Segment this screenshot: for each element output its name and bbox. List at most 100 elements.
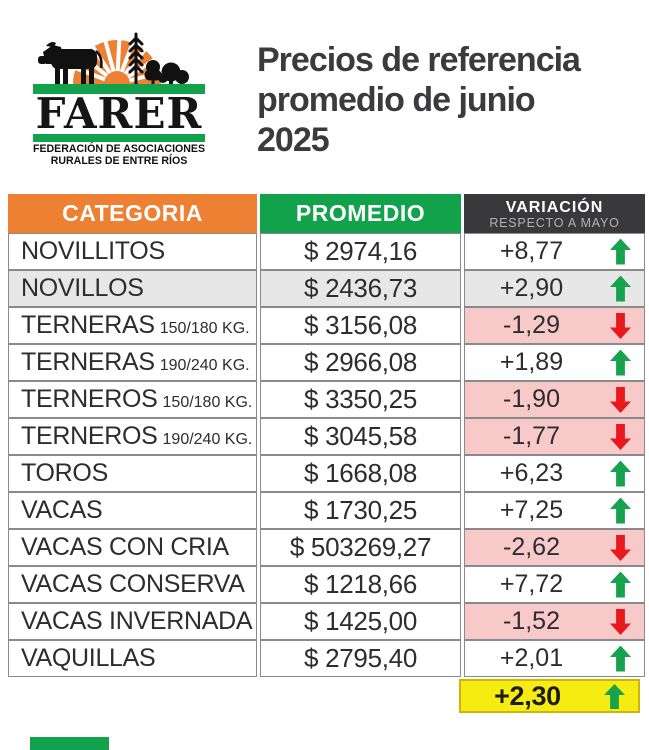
column-header-variacion: VARIACIÓN RESPECTO A MAYO	[464, 194, 645, 233]
price-cell: $ 3045,58	[260, 418, 461, 455]
sun-core-icon	[104, 71, 130, 84]
price-cell: $ 1668,08	[260, 455, 461, 492]
variation-cell: +7,72	[464, 566, 645, 603]
variation-value: +7,25	[499, 496, 564, 524]
variation-value: -1,90	[503, 385, 560, 413]
variacion-header-label: VARIACIÓN	[505, 198, 604, 216]
logo-green-bar-top	[33, 84, 205, 94]
variation-cell: +6,23	[464, 455, 645, 492]
wheat-icon	[128, 32, 144, 86]
page-title-line3: 2025	[257, 121, 330, 160]
logo-green-bar-bottom	[33, 134, 205, 142]
category-weight-label: 150/180 KG.	[159, 320, 250, 337]
logo-subtitle-line1: FEDERACIÓN DE ASOCIACIONES	[33, 142, 205, 155]
table-row: TERNERAS 190/240 KG. $ 2966,08 +1,89	[8, 344, 645, 381]
variation-cell: +2,90	[464, 270, 645, 307]
variation-cell: -1,29	[464, 307, 645, 344]
category-cell: VAQUILLAS	[8, 640, 257, 677]
variation-value: -1,77	[503, 422, 560, 450]
variation-value: +1,89	[499, 348, 564, 376]
category-cell: TOROS	[8, 455, 257, 492]
categoria-header-label: CATEGORIA	[62, 200, 203, 226]
variation-cell: -1,77	[464, 418, 645, 455]
price-cell: $ 2436,73	[260, 270, 461, 307]
variation-cell: -1,90	[464, 381, 645, 418]
trend-arrow-icon	[604, 684, 625, 709]
category-cell: TERNERAS 150/180 KG.	[8, 307, 257, 344]
page-title-line2: promedio de junio	[257, 81, 536, 120]
variation-value: +2,01	[499, 644, 564, 672]
category-label: TERNEROS	[21, 422, 158, 450]
category-cell: TERNEROS 150/180 KG.	[8, 381, 257, 418]
price-cell: $ 3156,08	[260, 307, 461, 344]
table-row: VACAS $ 1730,25 +7,25	[8, 492, 645, 529]
category-cell: TERNEROS 190/240 KG.	[8, 418, 257, 455]
category-label: VACAS INVERNADA	[21, 607, 253, 635]
price-cell: $ 1425,00	[260, 603, 461, 640]
category-label: VAQUILLAS	[21, 644, 156, 672]
category-label: VACAS	[21, 496, 103, 524]
trend-arrow-icon	[610, 571, 631, 598]
category-label: VACAS CONSERVA	[21, 570, 245, 598]
promedio-header-label: PROMEDIO	[295, 200, 426, 226]
variation-value: +8,77	[499, 237, 564, 265]
category-cell: NOVILLITOS	[8, 233, 257, 270]
table-row: VAQUILLAS $ 2795,40 +2,01	[8, 640, 645, 677]
category-label: TERNERAS	[21, 311, 155, 339]
summary-variation-cell: +2,30	[459, 679, 640, 713]
price-table: CATEGORIA PROMEDIO VARIACIÓN RESPECTO A …	[5, 194, 649, 677]
trend-arrow-icon	[610, 238, 631, 265]
trend-arrow-icon	[610, 609, 631, 635]
table-row: VACAS CON CRIA $ 503269,27 -2,62	[8, 529, 645, 566]
table-row: TERNEROS 150/180 KG. $ 3350,25 -1,90	[8, 381, 645, 418]
price-table-grid: CATEGORIA PROMEDIO VARIACIÓN RESPECTO A …	[5, 194, 648, 677]
price-cell: $ 3350,25	[260, 381, 461, 418]
variation-value: +6,23	[499, 459, 564, 487]
variation-cell: -2,62	[464, 529, 645, 566]
category-cell: TERNERAS 190/240 KG.	[8, 344, 257, 381]
variation-value: +2,90	[499, 274, 564, 302]
category-label: VACAS CON CRIA	[21, 533, 229, 561]
category-weight-label: 150/180 KG.	[162, 394, 253, 411]
trend-arrow-icon	[610, 387, 631, 413]
cow-icon	[38, 42, 103, 84]
category-cell: VACAS INVERNADA	[8, 603, 257, 640]
farer-logo: FARER FEDERACIÓN DE ASOCIACIONES RURALES…	[33, 32, 205, 167]
table-row: VACAS INVERNADA $ 1425,00 -1,52	[8, 603, 645, 640]
category-cell: VACAS CON CRIA	[8, 529, 257, 566]
price-cell: $ 2974,16	[260, 233, 461, 270]
variation-value: +7,72	[499, 570, 564, 598]
table-row: TERNERAS 150/180 KG. $ 3156,08 -1,29	[8, 307, 645, 344]
trend-arrow-icon	[610, 460, 631, 487]
category-weight-label: 190/240 KG.	[162, 431, 253, 448]
category-label: TOROS	[21, 459, 108, 487]
trend-arrow-icon	[610, 424, 631, 450]
price-cell: $ 503269,27	[260, 529, 461, 566]
category-weight-label: 190/240 KG.	[159, 357, 250, 374]
price-cell: $ 1730,25	[260, 492, 461, 529]
summary-variation-value: +2,30	[494, 680, 561, 711]
category-label: TERNERAS	[21, 348, 155, 376]
variacion-header-sublabel: RESPECTO A MAYO	[489, 216, 620, 231]
price-cell: $ 2795,40	[260, 640, 461, 677]
variation-cell: +8,77	[464, 233, 645, 270]
table-row: TOROS $ 1668,08 +6,23	[8, 455, 645, 492]
trend-arrow-icon	[610, 535, 631, 561]
table-row: TERNEROS 190/240 KG. $ 3045,58 -1,77	[8, 418, 645, 455]
price-cell: $ 1218,66	[260, 566, 461, 603]
trees-icon	[144, 60, 189, 84]
category-cell: VACAS	[8, 492, 257, 529]
variation-cell: +1,89	[464, 344, 645, 381]
category-label: NOVILLITOS	[21, 237, 165, 265]
logo-acronym: FARER	[36, 89, 203, 138]
price-cell: $ 2966,08	[260, 344, 461, 381]
table-row: NOVILLITOS $ 2974,16 +8,77	[8, 233, 645, 270]
column-header-promedio: PROMEDIO	[260, 194, 461, 233]
variation-cell: +7,25	[464, 492, 645, 529]
table-header-row: CATEGORIA PROMEDIO VARIACIÓN RESPECTO A …	[8, 194, 645, 233]
category-cell: NOVILLOS	[8, 270, 257, 307]
page-title-line1: Precios de referencia	[257, 41, 581, 79]
variation-cell: +2,01	[464, 640, 645, 677]
page-title: Precios de referencia promedio de junio …	[257, 40, 649, 160]
